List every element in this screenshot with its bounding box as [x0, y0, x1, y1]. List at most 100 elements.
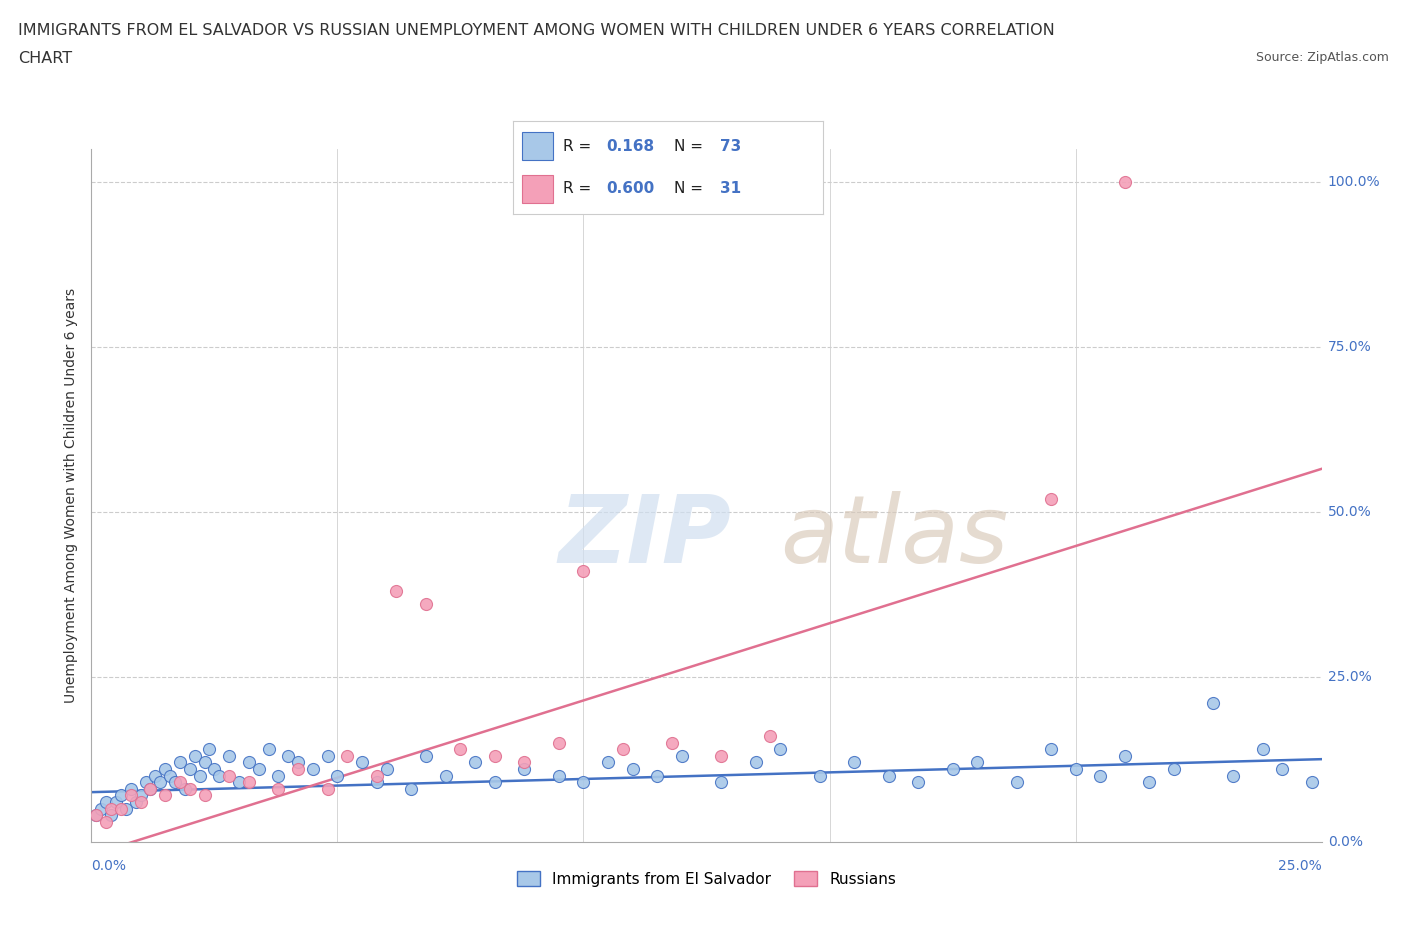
Point: [1039, 491, 1063, 506]
Point: [759, 728, 782, 743]
Point: [105, 794, 127, 809]
Point: [966, 755, 988, 770]
Point: [434, 768, 457, 783]
Point: [572, 564, 595, 578]
Point: [671, 749, 693, 764]
Text: IMMIGRANTS FROM EL SALVADOR VS RUSSIAN UNEMPLOYMENT AMONG WOMEN WITH CHILDREN UN: IMMIGRANTS FROM EL SALVADOR VS RUSSIAN U…: [18, 23, 1054, 38]
Point: [464, 755, 486, 770]
Point: [415, 749, 437, 764]
Point: [169, 755, 191, 770]
Text: ZIP: ZIP: [558, 491, 731, 583]
Point: [159, 768, 181, 783]
Point: [375, 762, 398, 777]
Point: [484, 775, 506, 790]
Point: [301, 762, 323, 777]
Point: [100, 808, 122, 823]
Point: [96, 794, 117, 809]
Y-axis label: Unemployment Among Women with Children Under 6 years: Unemployment Among Women with Children U…: [65, 287, 79, 703]
Point: [513, 755, 536, 770]
Point: [710, 775, 733, 790]
Point: [316, 781, 339, 796]
Point: [208, 768, 231, 783]
Point: [120, 788, 142, 803]
Point: [745, 755, 768, 770]
Point: [449, 742, 471, 757]
Text: R =: R =: [562, 139, 596, 153]
Point: [941, 762, 963, 777]
Point: [110, 802, 132, 817]
Text: 100.0%: 100.0%: [1327, 175, 1381, 189]
Text: 25.0%: 25.0%: [1327, 670, 1371, 684]
Point: [124, 794, 146, 809]
Text: 75.0%: 75.0%: [1327, 339, 1371, 353]
Point: [326, 768, 349, 783]
Text: 0.0%: 0.0%: [1327, 834, 1362, 849]
Point: [135, 775, 156, 790]
Text: R =: R =: [562, 181, 596, 196]
Point: [1163, 762, 1185, 777]
Point: [139, 781, 162, 796]
Legend: Immigrants from El Salvador, Russians: Immigrants from El Salvador, Russians: [510, 865, 903, 893]
Point: [808, 768, 831, 783]
Point: [415, 597, 437, 612]
Point: [1088, 768, 1111, 783]
Point: [287, 755, 309, 770]
Point: [202, 762, 225, 777]
Point: [145, 768, 166, 783]
Point: [228, 775, 250, 790]
Point: [1301, 775, 1323, 790]
Bar: [523, 132, 554, 160]
Point: [174, 781, 197, 796]
Point: [120, 781, 142, 796]
Point: [1251, 742, 1274, 757]
Point: [1005, 775, 1028, 790]
Point: [129, 788, 152, 803]
Point: [572, 775, 595, 790]
Point: [1114, 174, 1136, 189]
Point: [366, 775, 388, 790]
Point: [710, 749, 733, 764]
Point: [179, 762, 201, 777]
Point: [621, 762, 644, 777]
Point: [179, 781, 201, 796]
Point: [316, 749, 339, 764]
Text: N =: N =: [673, 181, 707, 196]
Point: [86, 808, 108, 823]
Point: [183, 749, 207, 764]
Point: [366, 768, 388, 783]
Point: [163, 775, 186, 790]
Point: [907, 775, 929, 790]
Text: CHART: CHART: [18, 51, 72, 66]
Point: [218, 749, 240, 764]
Point: [645, 768, 669, 783]
Point: [114, 802, 138, 817]
Point: [484, 749, 506, 764]
Point: [153, 762, 177, 777]
Point: [193, 788, 217, 803]
Point: [1222, 768, 1244, 783]
Text: N =: N =: [673, 139, 707, 153]
Point: [661, 736, 683, 751]
Point: [877, 768, 900, 783]
Point: [193, 755, 217, 770]
Point: [238, 775, 260, 790]
Point: [1039, 742, 1063, 757]
Point: [352, 755, 374, 770]
Text: 73: 73: [720, 139, 742, 153]
Point: [96, 815, 117, 830]
Point: [188, 768, 211, 783]
Text: 0.0%: 0.0%: [91, 859, 127, 873]
Point: [198, 742, 221, 757]
Text: Source: ZipAtlas.com: Source: ZipAtlas.com: [1256, 51, 1389, 64]
Point: [257, 742, 280, 757]
Point: [153, 788, 177, 803]
Point: [1202, 696, 1225, 711]
Bar: [523, 175, 554, 203]
Point: [247, 762, 270, 777]
Point: [612, 742, 634, 757]
Point: [336, 749, 359, 764]
Point: [385, 583, 408, 598]
Point: [547, 736, 569, 751]
Text: 31: 31: [720, 181, 741, 196]
Point: [267, 781, 290, 796]
